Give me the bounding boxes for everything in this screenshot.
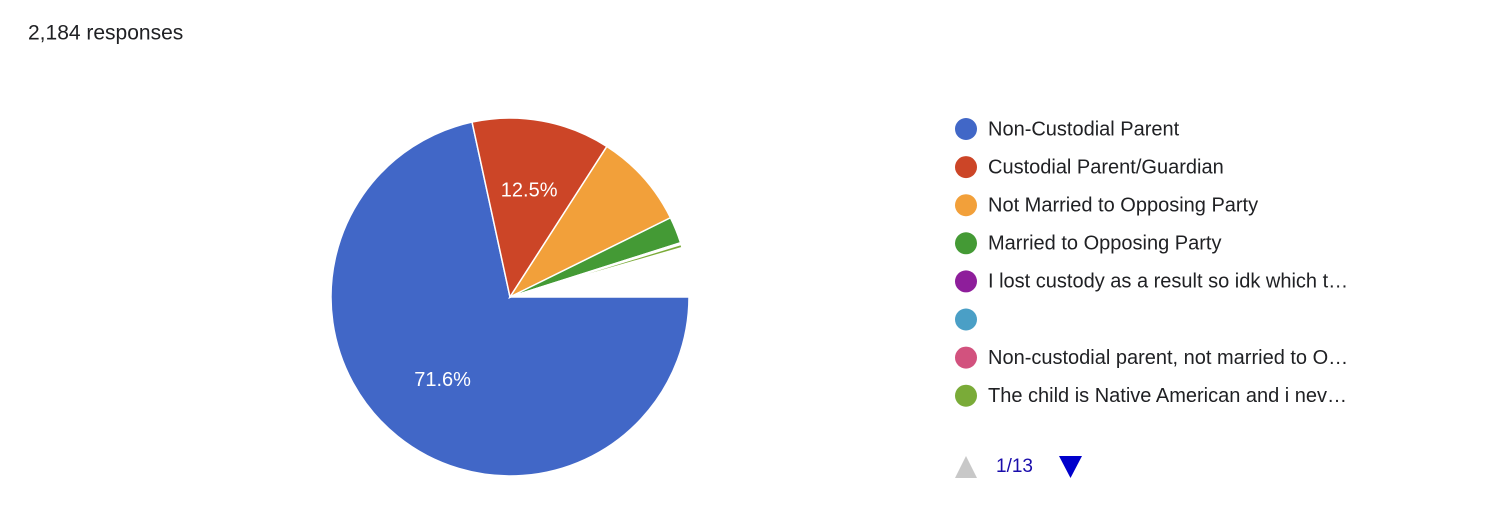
pie-slice <box>471 117 608 299</box>
slice-label: 12.5% <box>501 180 558 202</box>
legend-swatch <box>955 270 977 293</box>
legend-label: Non-Custodial Parent <box>988 118 1180 140</box>
slice-label: 71.6% <box>414 369 471 391</box>
legend: Non-Custodial Parent Custodial Parent/Gua… <box>955 118 1348 407</box>
legend-swatch <box>955 384 977 407</box>
chart-title: 2,184 responses <box>28 22 183 45</box>
legend-swatch <box>955 194 977 217</box>
legend-label: Not Married to Opposing Party <box>988 194 1258 216</box>
legend-label: Married to Opposing Party <box>988 233 1221 255</box>
legend-swatch <box>955 118 977 140</box>
pie-slice <box>509 243 683 298</box>
legend-swatch <box>955 232 977 255</box>
legend-swatch <box>955 308 977 331</box>
pie-slice <box>330 121 690 477</box>
pie: 71.6% 12.5% <box>330 117 690 477</box>
pager-next[interactable] <box>1059 456 1082 478</box>
pager-prev[interactable] <box>955 456 977 478</box>
legend-label: I lost custody as a result so idk which … <box>988 271 1348 293</box>
legend-swatch <box>955 346 977 369</box>
legend-label: The child is Native American and i nev… <box>988 385 1347 407</box>
legend-label: Custodial Parent/Guardian <box>988 156 1224 178</box>
pager-label: 1/13 <box>996 456 1033 477</box>
legend-label: Non-custodial parent, not married to O… <box>988 347 1348 369</box>
pie-slice <box>507 145 672 299</box>
legend-swatch <box>955 156 977 179</box>
